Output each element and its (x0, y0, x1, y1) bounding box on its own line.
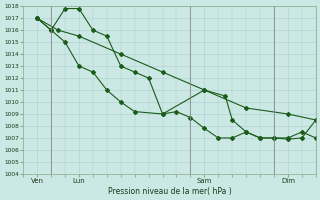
X-axis label: Pression niveau de la mer( hPa ): Pression niveau de la mer( hPa ) (108, 187, 231, 196)
